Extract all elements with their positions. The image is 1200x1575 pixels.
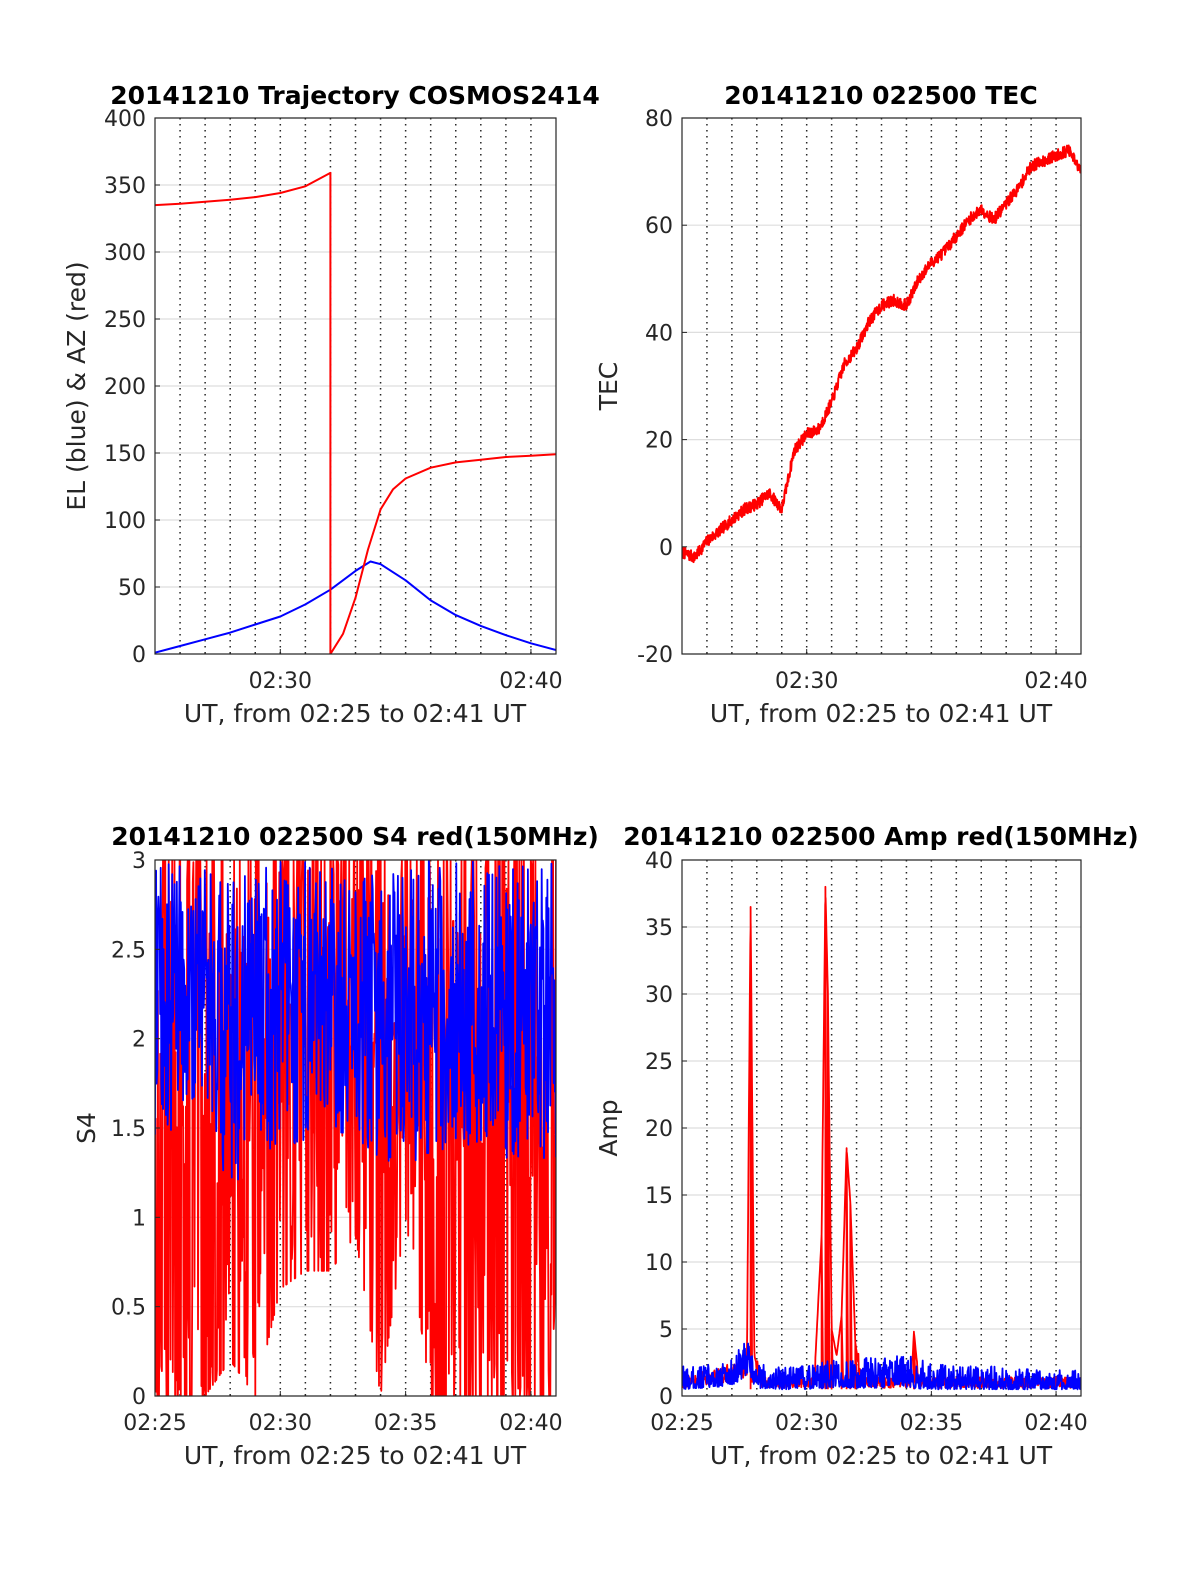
- s4-y-tick-label: 1.5: [111, 1117, 146, 1142]
- s4-y-tick-label: 3: [132, 849, 146, 874]
- s4-y-axis-label: S4: [72, 1112, 101, 1144]
- tec-y-tick-label: 0: [659, 536, 673, 561]
- amp-y-axis-label: Amp: [594, 1099, 623, 1156]
- s4-series-line-blue: [155, 860, 556, 1181]
- amp-chart: 20141210 022500 Amp red(150MHz) 0 5 10 15 20…: [594, 822, 1139, 1470]
- tec-x-tick-label: 02:30: [775, 669, 838, 694]
- trajectory-ticks: 0 50 100 150 200 250 300 350 400 02:30 02:40: [104, 107, 563, 694]
- amp-x-tick-label: 02:30: [775, 1411, 838, 1436]
- trajectory-y-tick-label: 300: [104, 241, 146, 266]
- s4-plot-area: [155, 860, 556, 1396]
- s4-chart-title: 20141210 022500 S4 red(150MHz): [111, 822, 599, 851]
- amp-y-tick-label: 5: [659, 1318, 673, 1343]
- s4-y-tick-label: 0: [132, 1385, 146, 1410]
- s4-chart: 20141210 022500 S4 red(150MHz) 0 0.5 1 1.5 2…: [72, 822, 599, 1470]
- amp-series-line-blue: [682, 1342, 1081, 1391]
- s4-y-tick-label: 2: [132, 1028, 146, 1053]
- trajectory-y-tick-label: 200: [104, 375, 146, 400]
- s4-x-tick-label: 02:30: [249, 1411, 312, 1436]
- tec-y-tick-label: 40: [645, 321, 673, 346]
- amp-y-tick-label: 30: [645, 983, 673, 1008]
- tec-y-tick-label: 20: [645, 429, 673, 454]
- trajectory-y-tick-label: 350: [104, 174, 146, 199]
- amp-y-tick-label: 0: [659, 1385, 673, 1410]
- trajectory-y-tick-label: 150: [104, 442, 146, 467]
- trajectory-y-axis-label: EL (blue) & AZ (red): [62, 261, 91, 510]
- amp-plot-area: [682, 885, 1081, 1391]
- s4-y-tick-label: 0.5: [111, 1296, 146, 1321]
- amp-ticks: 0 5 10 15 20 25 30 35 40 02:25 02:30 02:35 02:40: [645, 849, 1088, 1436]
- amp-y-tick-label: 25: [645, 1050, 673, 1075]
- s4-x-tick-label: 02:25: [123, 1411, 186, 1436]
- amp-y-tick-label: 20: [645, 1117, 673, 1142]
- trajectory-x-tick-label: 02:40: [499, 669, 562, 694]
- trajectory-x-axis-label: UT, from 02:25 to 02:41 UT: [184, 699, 527, 728]
- trajectory-y-tick-label: 0: [132, 643, 146, 668]
- amp-x-tick-label: 02:35: [900, 1411, 963, 1436]
- s4-y-tick-label: 2.5: [111, 938, 146, 963]
- trajectory-y-tick-label: 100: [104, 509, 146, 534]
- trajectory-chart-title: 20141210 Trajectory COSMOS2414: [110, 81, 600, 110]
- amp-x-tick-label: 02:25: [650, 1411, 713, 1436]
- tec-axes-frame: [681, 117, 1082, 655]
- amp-y-tick-label: 10: [645, 1251, 673, 1276]
- s4-y-tick-label: 1: [132, 1206, 146, 1231]
- tec-y-axis-label: TEC: [594, 362, 623, 412]
- amp-y-tick-label: 40: [645, 849, 673, 874]
- s4-x-tick-label: 02:35: [374, 1411, 437, 1436]
- tec-chart-title: 20141210 022500 TEC: [724, 81, 1037, 110]
- trajectory-series-line-red: [155, 171, 556, 654]
- tec-ticks: -20 0 20 40 60 80 02:30 02:40: [637, 107, 1088, 694]
- amp-x-tick-label: 02:40: [1024, 1411, 1087, 1436]
- tec-x-tick-label: 02:40: [1024, 669, 1087, 694]
- s4-x-axis-label: UT, from 02:25 to 02:41 UT: [184, 1441, 527, 1470]
- tec-y-tick-label: 60: [645, 214, 673, 239]
- amp-x-axis-label: UT, from 02:25 to 02:41 UT: [710, 1441, 1053, 1470]
- amp-y-tick-label: 35: [645, 916, 673, 941]
- trajectory-grid: [155, 117, 556, 655]
- tec-y-tick-label: 80: [645, 107, 673, 132]
- tec-chart: 20141210 022500 TEC -20 0 20 40 60 80 02:30 02:…: [594, 81, 1088, 728]
- trajectory-y-tick-label: 400: [104, 107, 146, 132]
- tec-x-axis-label: UT, from 02:25 to 02:41 UT: [710, 699, 1053, 728]
- trajectory-chart: 20141210 Trajectory COSMOS2414 0 50 100 150…: [62, 81, 600, 728]
- s4-x-tick-label: 02:40: [499, 1411, 562, 1436]
- trajectory-plot-area: [155, 171, 556, 654]
- amp-y-tick-label: 15: [645, 1184, 673, 1209]
- tec-y-tick-label: -20: [637, 643, 673, 668]
- trajectory-y-tick-label: 50: [118, 576, 146, 601]
- s4-ticks: 0 0.5 1 1.5 2 2.5 3 02:25 02:30 02:35 02:40: [111, 849, 563, 1436]
- amp-chart-title: 20141210 022500 Amp red(150MHz): [623, 822, 1139, 851]
- tec-plot-area: [682, 144, 1081, 564]
- trajectory-x-tick-label: 02:30: [249, 669, 312, 694]
- trajectory-y-tick-label: 250: [104, 308, 146, 333]
- tec-series-line-red: [682, 144, 1081, 564]
